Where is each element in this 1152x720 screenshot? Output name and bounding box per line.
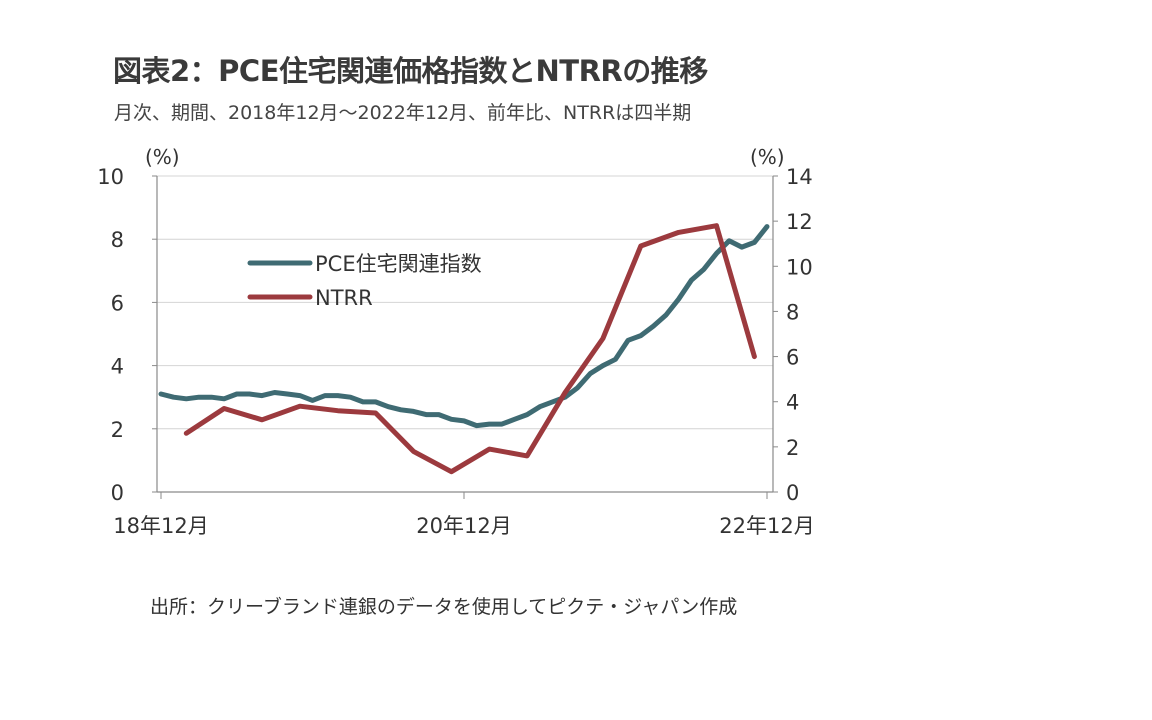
tick-labels: 0 2 4 6 8 10 0 2 4 6 8 10 12 14 18年12月 20年12月 22年12月 [97,165,814,538]
right-tick-label: 2 [786,436,799,460]
pce-housing-line [158,224,770,429]
left-axis-unit: (%) [145,145,180,169]
gridlines [157,175,773,430]
left-tick-label: 0 [111,481,124,505]
chart-title: 図表2：PCE住宅関連価格指数とNTRRの推移 [113,54,708,88]
legend-label-pce: PCE住宅関連指数 [315,252,482,276]
legend: PCE住宅関連指数 NTRR [247,252,482,310]
series-lines [158,223,770,475]
left-tick-label: 4 [111,355,124,379]
right-tick-label: 6 [786,346,799,370]
left-tick-label: 10 [97,165,124,189]
right-tick-label: 10 [786,255,813,279]
left-tick-label: 8 [111,228,124,252]
left-tick-label: 2 [111,418,124,442]
left-tick-label: 6 [111,291,124,315]
right-tick-label: 0 [786,481,799,505]
source-note: 出所：クリーブランド連銀のデータを使用してピクテ・ジャパン作成 [150,596,738,618]
chart-subtitle: 月次、期間、2018年12月～2022年12月、前年比、NTRRは四半期 [114,102,692,124]
right-axis-unit: (%) [750,145,785,169]
right-tick-label: 4 [786,391,799,415]
ntrr-line [183,223,757,475]
legend-label-ntrr: NTRR [315,286,373,310]
right-tick-label: 8 [786,300,799,324]
right-tick-label: 14 [786,165,813,189]
x-tick-label: 20年12月 [416,514,511,538]
axes [156,176,774,493]
x-tick-label: 18年12月 [113,514,208,538]
x-tick-label: 22年12月 [719,514,814,538]
right-tick-label: 12 [786,210,813,234]
